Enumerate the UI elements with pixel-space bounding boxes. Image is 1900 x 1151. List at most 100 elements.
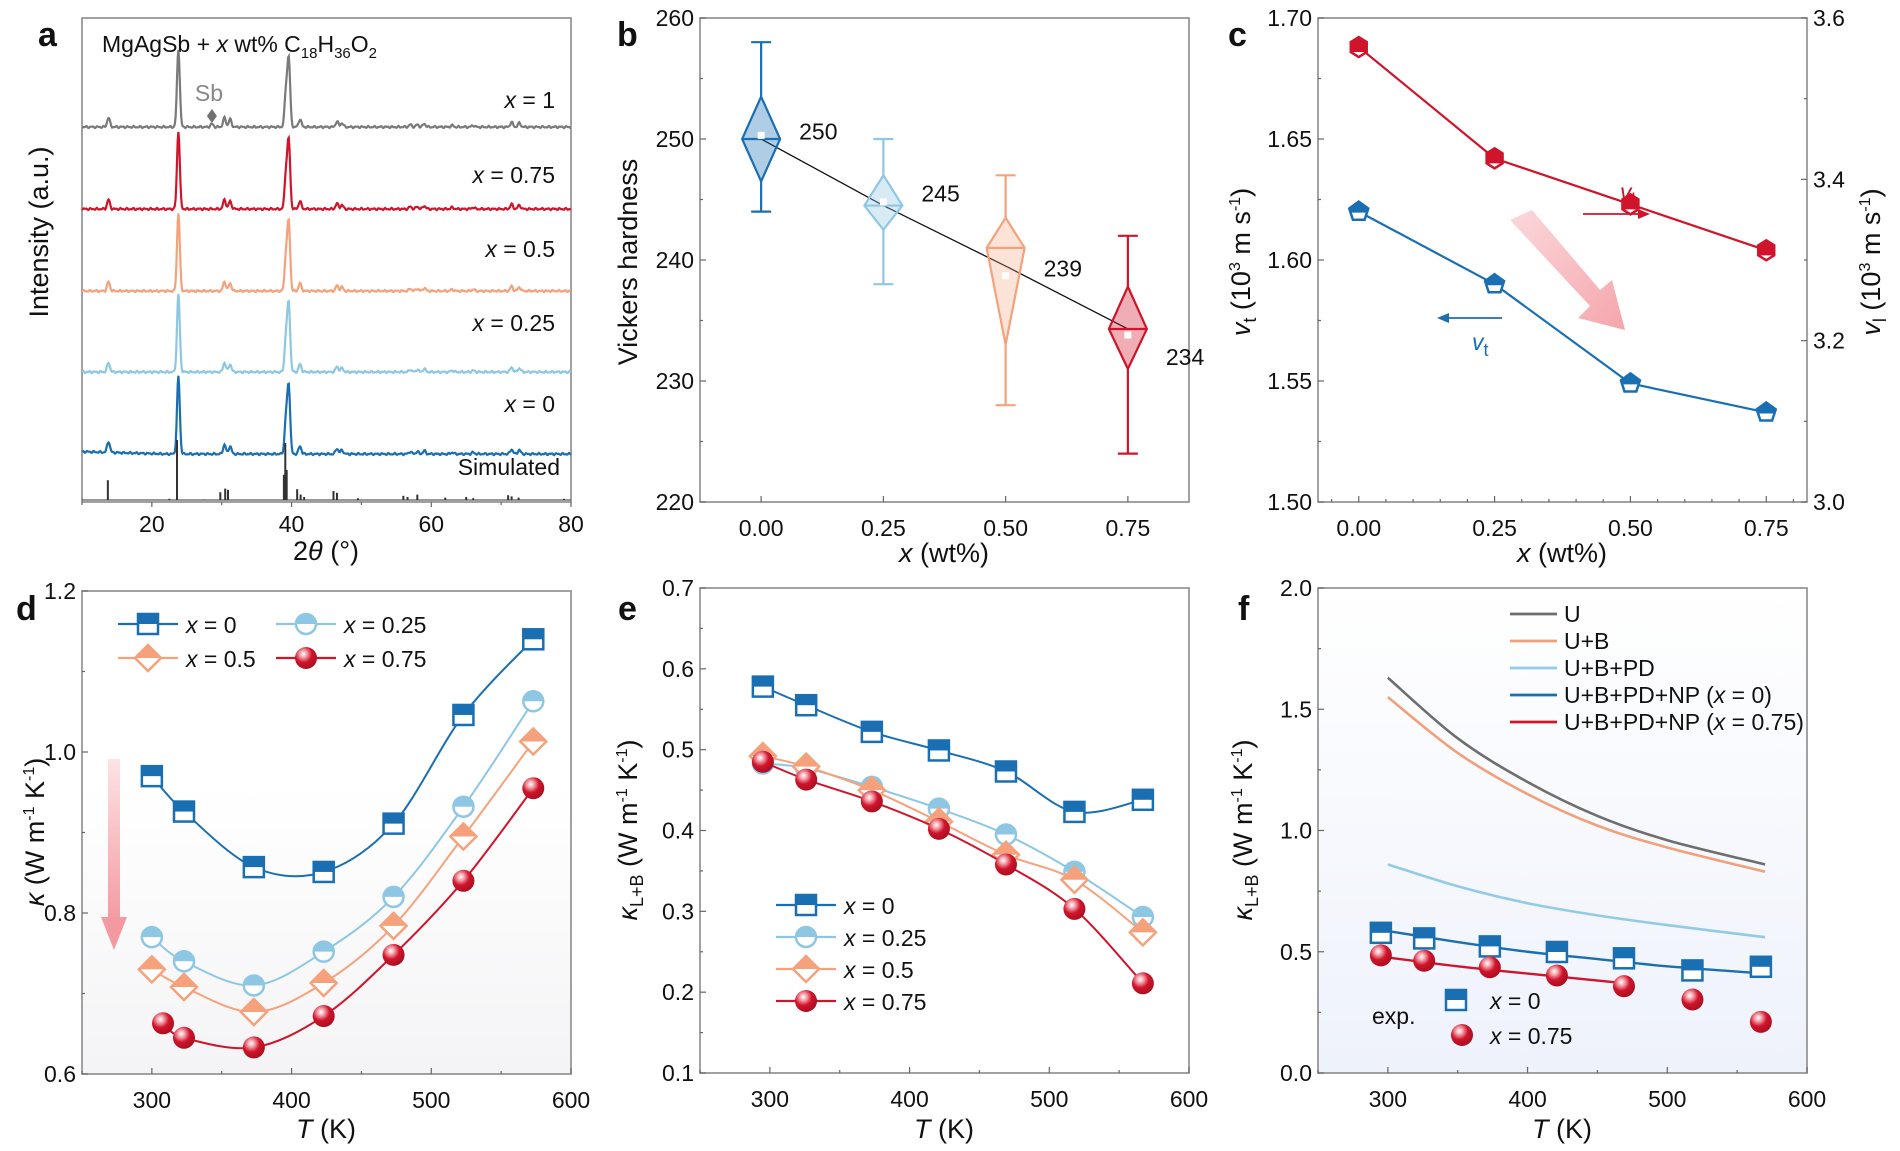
pentagon-marker-fill <box>1620 373 1640 385</box>
sb-diamond-marker <box>206 109 217 123</box>
data-point <box>1755 400 1778 422</box>
xrd-trace-x-1 <box>81 49 572 130</box>
x-axis-label: T (K) <box>1532 1114 1592 1144</box>
legend-label: U+B <box>1564 628 1609 654</box>
legend: x = 0 x = 0.25 x = 0.5 x = 0.75 <box>776 893 926 1015</box>
y-tick-label: 0.3 <box>662 898 694 924</box>
x-tick-label: 0.25 <box>861 515 906 541</box>
hexagon-marker-fill <box>1622 194 1639 210</box>
sphere-marker <box>312 1005 335 1028</box>
diamond-marker-fill <box>749 743 776 757</box>
x-axis-ticks: 300 400 500 600 <box>699 1067 1208 1112</box>
x-tick-label: 600 <box>1788 1086 1826 1112</box>
sphere-marker <box>452 869 475 892</box>
x-tick-label: 500 <box>1030 1086 1068 1112</box>
pentagon-marker-fill <box>1485 274 1505 286</box>
x-tick-label: 300 <box>1369 1086 1407 1112</box>
x-axis-ticks: 0.00 0.25 0.50 0.75 <box>739 496 1150 541</box>
data-point <box>1483 272 1506 294</box>
y-axis-ticks: 0.6 0.8 1.0 1.2 <box>44 578 88 1087</box>
data-point <box>1612 975 1635 998</box>
y-axis-label-right: vl (103 m s-1) <box>1856 188 1890 335</box>
data-point <box>152 1012 175 1035</box>
data-point <box>518 726 549 757</box>
square-marker-fill <box>173 801 194 812</box>
data-point <box>1621 192 1640 216</box>
y-axis-label: κ (W m-1 K-1) <box>20 758 50 906</box>
x-axis-ticks: 300 400 500 600 <box>81 1068 590 1113</box>
data-point <box>927 817 950 840</box>
x-tick-label: 0.75 <box>1744 515 1789 541</box>
data-point <box>140 764 164 788</box>
data-point <box>1619 371 1642 393</box>
x-tick-label: 80 <box>558 511 584 537</box>
data-point <box>1749 955 1773 979</box>
panel-letter-e: e <box>618 590 637 628</box>
data-point <box>1749 1010 1772 1033</box>
y-axis-label: Vickers hardness <box>613 159 643 366</box>
diamond-marker-fill <box>793 753 820 767</box>
xrd-traces <box>81 49 572 501</box>
y-tick-label: 2.0 <box>1280 575 1312 601</box>
data-point <box>1485 146 1504 170</box>
value-label: 239 <box>1044 255 1082 281</box>
data-point <box>751 675 775 698</box>
sphere-marker <box>152 1012 175 1035</box>
diamond-marker-fill <box>380 912 407 926</box>
legend-label: x = 0 <box>1489 988 1541 1014</box>
panel-d-kappa: d 0.6 0.8 1.0 1.2 300 400 500 600 x = 0 x = 0.2… <box>16 578 590 1144</box>
xrd-series-labels: x = 1 x = 0.75 x = 0.5 x = 0.25 x = 0 Simulat… <box>458 87 560 480</box>
y-axis-label: Intensity (a.u.) <box>24 146 54 317</box>
legend-label: U+B+PD <box>1564 655 1655 681</box>
kappa-plot <box>101 628 549 1059</box>
square-marker-fill <box>1414 928 1435 939</box>
legend-label: U+B+PD+NP (x = 0) <box>1564 682 1772 708</box>
data-point <box>1612 947 1636 970</box>
data-point <box>294 612 318 636</box>
plot-background <box>1318 588 1807 1073</box>
legend-label: x = 0.25 <box>843 925 926 951</box>
panel-f-model: f 0.00.51.01.52.0 300 400 500 600 UU+BU+B+P… <box>1228 575 1826 1144</box>
data-point <box>312 860 335 884</box>
mean-marker <box>1002 272 1010 280</box>
panel-a-title: MgAgSb + x wt% C18H36O2 <box>102 31 377 62</box>
y-tick-label: 250 <box>656 126 694 152</box>
square-marker-fill <box>861 721 882 732</box>
sphere-marker <box>860 790 883 813</box>
data-point <box>1757 238 1776 262</box>
trend-arrow <box>1510 210 1625 330</box>
diamond-marker-fill <box>925 808 952 822</box>
data-point <box>794 893 818 917</box>
series-line-x-0-75 <box>762 760 1144 984</box>
data-point <box>308 968 339 998</box>
sphere-marker <box>1612 975 1635 998</box>
series-label: x = 0.5 <box>484 236 555 262</box>
data-point <box>382 812 405 835</box>
sphere-marker <box>1749 1010 1772 1033</box>
data-point <box>927 739 951 762</box>
diamond-marker-fill <box>1061 866 1088 880</box>
data-point <box>137 954 167 985</box>
data-point <box>794 693 818 717</box>
data-point <box>1413 949 1436 972</box>
trend-arrow-shaft <box>108 759 120 922</box>
data-point <box>1545 964 1568 987</box>
pentagon-marker-fill <box>1349 201 1369 213</box>
y-axis-ticks: 220 230 240 250 260 <box>656 5 706 515</box>
square-marker-fill <box>243 857 264 868</box>
x-tick-label: 40 <box>279 511 305 537</box>
x-tick-label: 0.50 <box>983 515 1028 541</box>
data-point <box>1063 800 1086 824</box>
y-axis-label: κL+B (W m-1 K-1) <box>1228 740 1262 921</box>
data-point <box>795 990 817 1012</box>
box-0: 250 <box>740 41 838 213</box>
y-tick-label: 0.1 <box>662 1060 694 1086</box>
data-point <box>172 1026 195 1049</box>
x-tick-label: 600 <box>1170 1086 1208 1112</box>
model-curve-U <box>1387 676 1766 866</box>
sphere-marker <box>1545 964 1568 987</box>
y-tick-label-left: 1.60 <box>1267 247 1312 273</box>
data-point <box>242 974 266 997</box>
data-point <box>312 1005 335 1028</box>
